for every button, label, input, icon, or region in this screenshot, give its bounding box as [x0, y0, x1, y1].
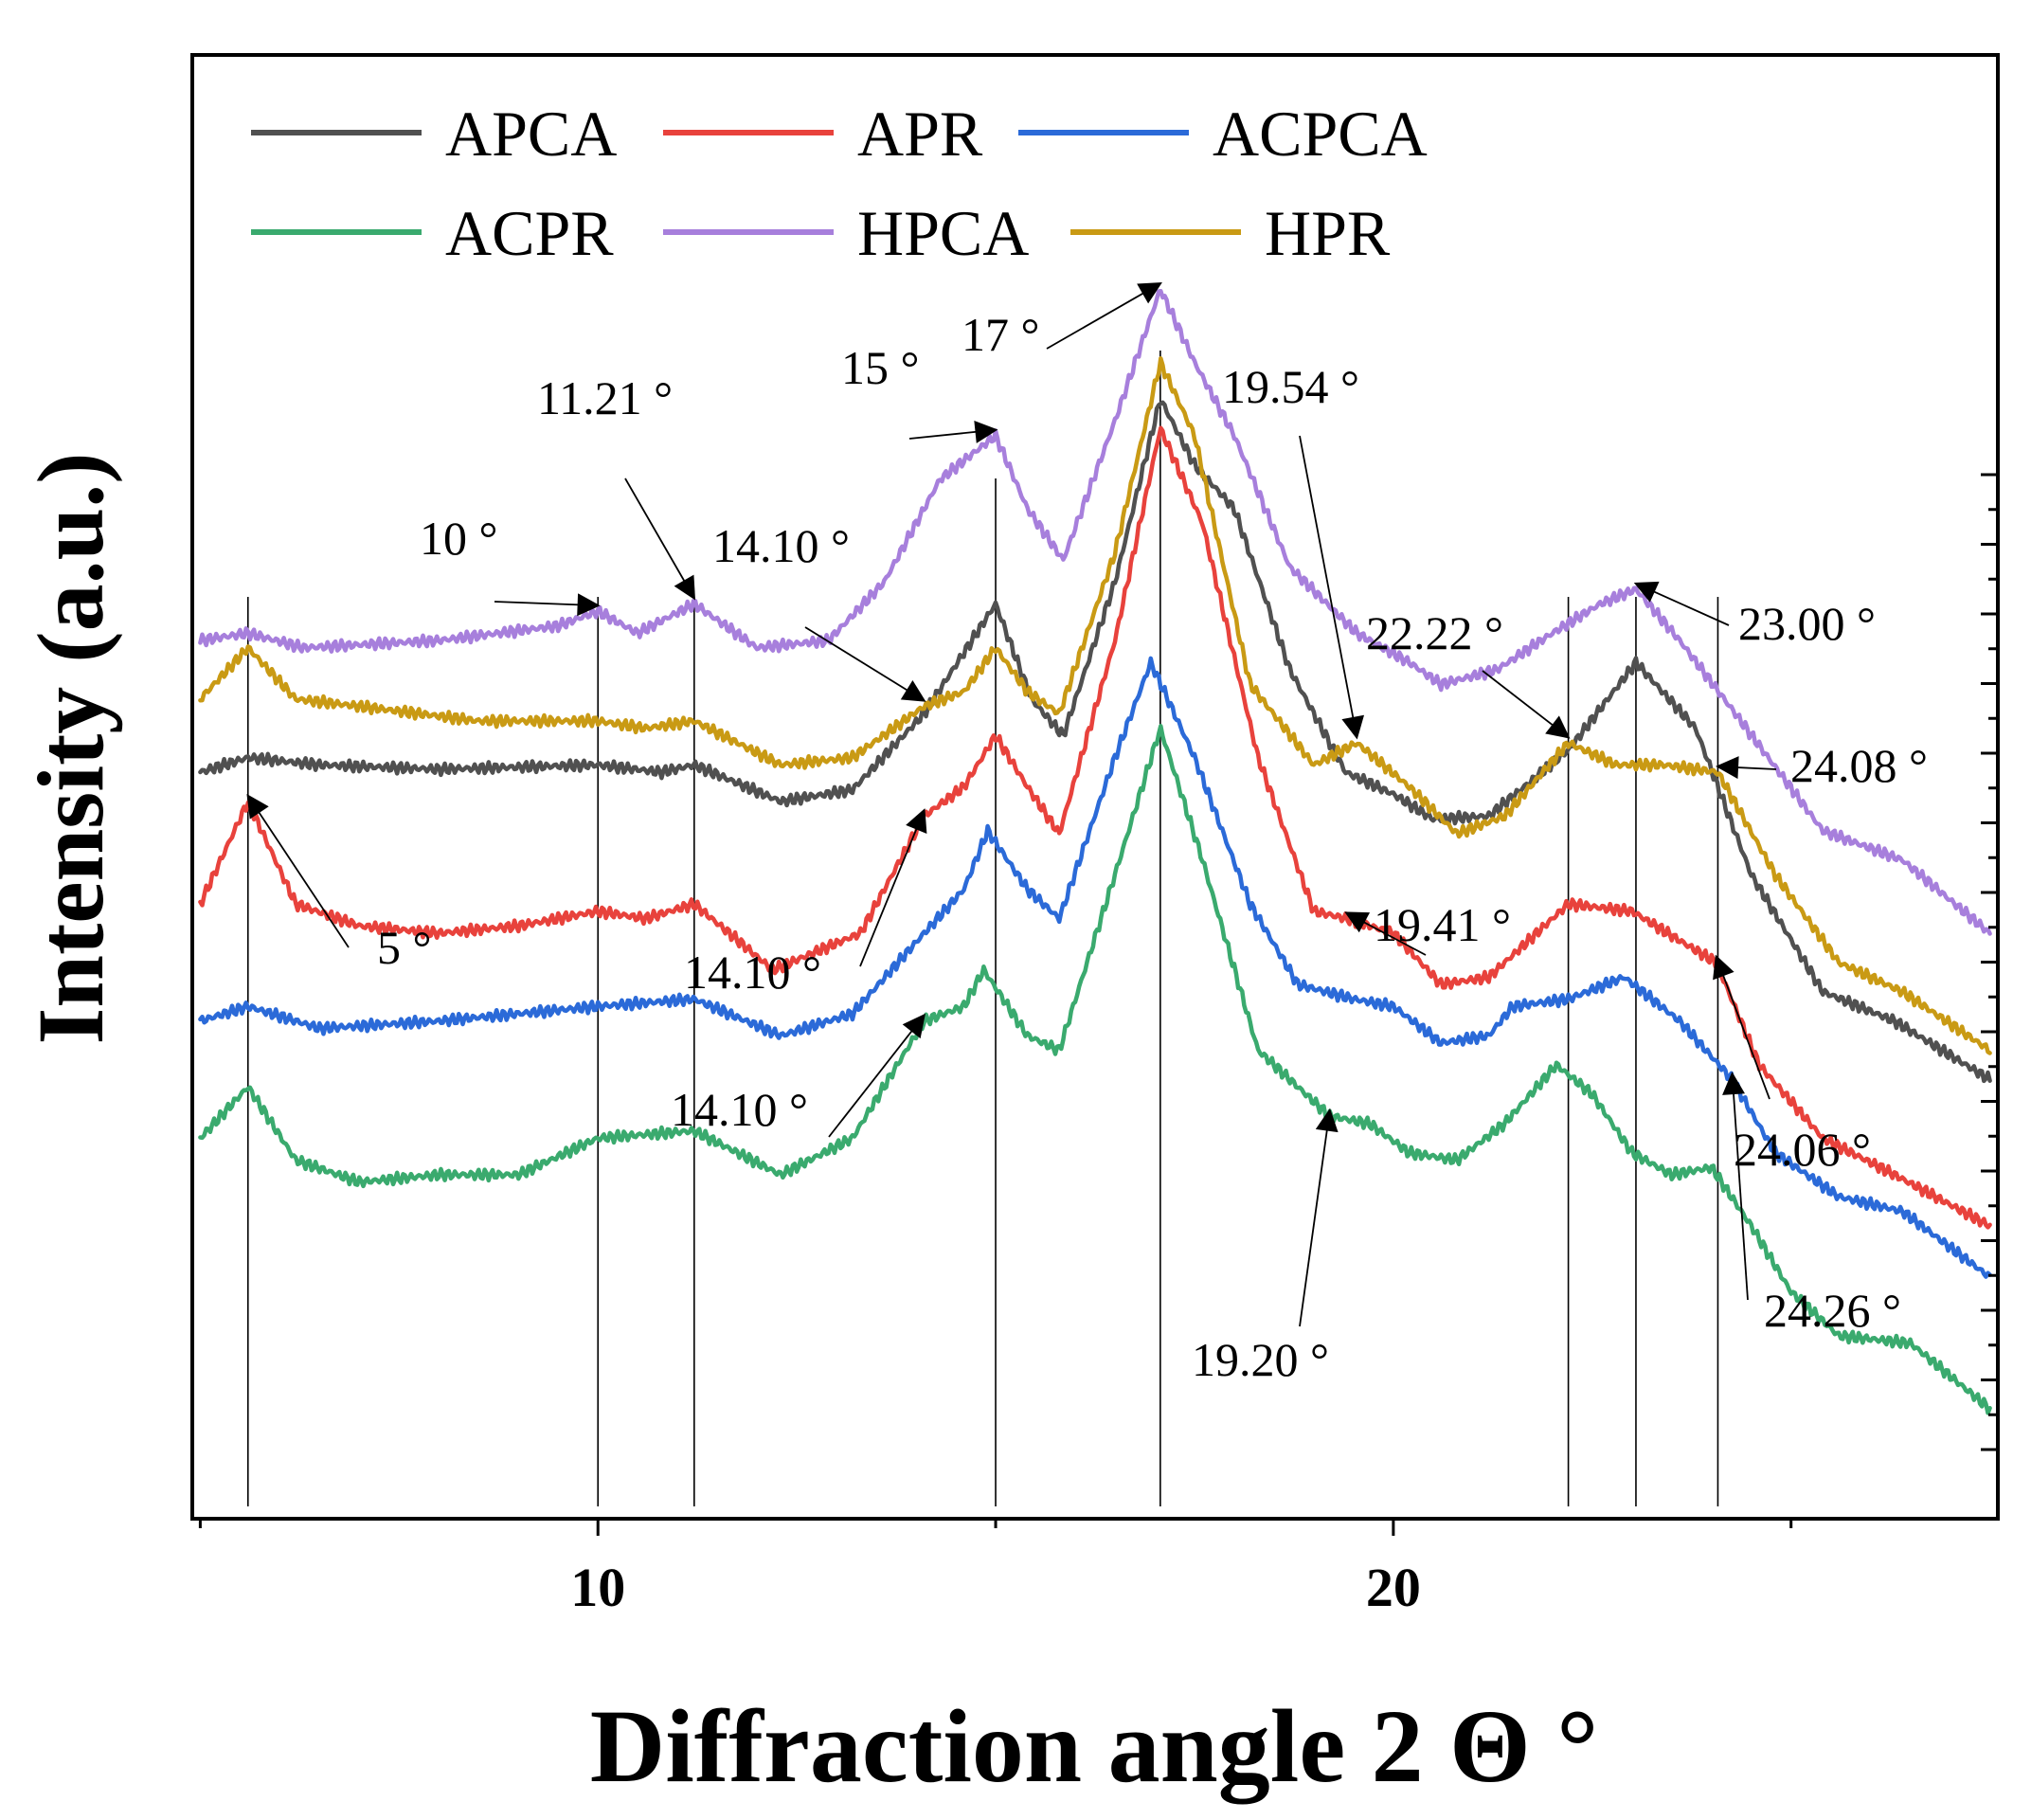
annotation-arrow [1716, 756, 1777, 780]
ticks-layer: 10 20 [198, 473, 1998, 1618]
annotation-label: 10 ° [420, 512, 498, 565]
annotation-label: 19.20 ° [1192, 1333, 1329, 1386]
series-line-acpr [198, 724, 1992, 1415]
annotation-label: 5 ° [377, 921, 432, 974]
annotation-arrow [1482, 670, 1571, 739]
annotation-arrow [859, 808, 927, 967]
annotation-arrow [624, 478, 696, 601]
annotation-label: 14.10 ° [712, 519, 850, 572]
annotation-arrow [1299, 435, 1365, 740]
series-line-acpca [198, 656, 1992, 1279]
annotation-label: 14.10 ° [671, 1083, 808, 1136]
annotation-arrow [1046, 282, 1162, 350]
series-line-hpr [198, 356, 1992, 1055]
annotation-label: 14.10 ° [684, 946, 821, 999]
annotation-layer: 5 ° 10 ° 11.21 ° 14.10 ° 15 ° 17 ° 19.54 ° 22.2… [246, 282, 1928, 1386]
annotation-label: 17 ° [962, 308, 1040, 361]
annotation-arrow [1722, 1072, 1749, 1301]
annotation-label: 23.00 ° [1738, 597, 1876, 650]
annotation-label: 22.22 ° [1366, 606, 1503, 659]
annotation-label: 24.08 ° [1790, 739, 1928, 792]
annotation-arrow [494, 593, 601, 617]
annotation-label: 19.41 ° [1374, 898, 1511, 951]
annotation-label: 11.21 ° [537, 371, 673, 424]
legend-label-apca: APCA [445, 98, 617, 170]
annotation-arrow [1344, 911, 1427, 956]
annotation-label: 24.26 ° [1764, 1284, 1901, 1337]
x-tick-label: 10 [570, 1557, 625, 1618]
series-line-hpca [198, 288, 1992, 936]
series-layer [198, 288, 1992, 1415]
legend-label-acpr: ACPR [445, 197, 614, 269]
annotation-arrow [1299, 1108, 1339, 1327]
series-line-apca [198, 400, 1992, 1084]
annotation-arrow [1633, 581, 1730, 626]
annotation-arrow [828, 1013, 926, 1138]
annotation-label: 24.06 ° [1734, 1123, 1871, 1176]
annotation-label: 19.54 ° [1222, 360, 1359, 413]
legend-label-apr: APR [857, 98, 983, 170]
y-axis-title: Intensity (a.u.) [18, 452, 123, 1044]
x-tick-label: 20 [1366, 1557, 1421, 1618]
legend-label-acpca: ACPCA [1213, 98, 1428, 170]
x-axis-title: Diffraction angle 2 Θ ° [590, 1688, 1598, 1804]
legend: APCA APR ACPCA ACPR HPCA HPR [251, 98, 1428, 269]
legend-label-hpca: HPCA [857, 197, 1029, 269]
annotation-arrow [908, 420, 998, 443]
series-line-apr [198, 425, 1992, 1230]
annotation-arrow [246, 793, 350, 948]
annotation-arrow [1713, 954, 1770, 1100]
annotation-arrow [804, 626, 926, 702]
legend-label-hpr: HPR [1265, 197, 1391, 269]
annotation-label: 15 ° [841, 341, 920, 394]
